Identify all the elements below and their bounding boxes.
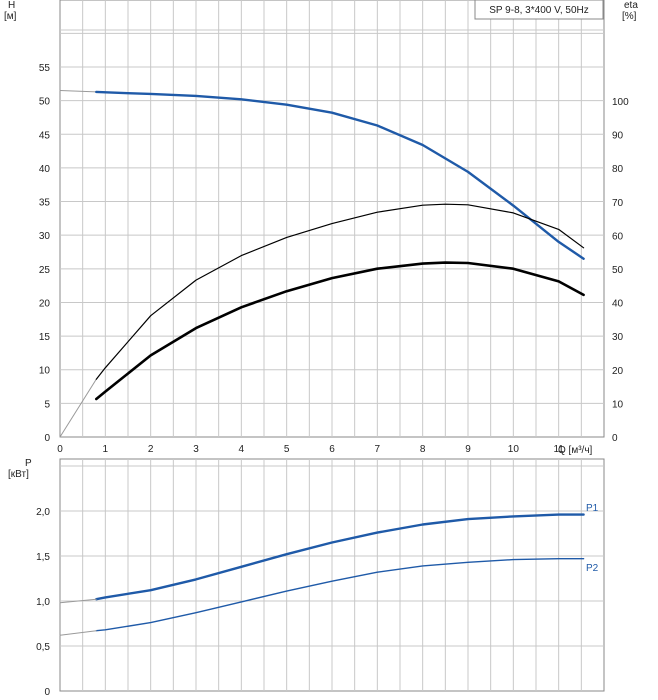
h-tick-labels: 0 5 10 15 20 25 30 35 40 45 50 55	[39, 63, 51, 444]
eta-tick-label: 100	[612, 97, 629, 108]
eta-tick-label: 20	[612, 366, 624, 377]
p1-label: P1	[586, 503, 599, 514]
h-tick-label: 20	[39, 298, 51, 309]
power-series-labels: P1 P2	[586, 503, 599, 574]
h-tick-label: 40	[39, 164, 51, 175]
head-curve-extension	[59, 90, 97, 93]
q-tick-label: 11	[553, 444, 564, 455]
h-tick-label: 25	[39, 265, 51, 276]
power-chart: P [кВт] 0 0,5 1,0 1,5 2,0 P1 P2	[8, 458, 605, 698]
h-tick-label: 35	[39, 198, 51, 209]
head-efficiency-series	[59, 90, 585, 438]
eta-tick-label: 30	[612, 332, 624, 343]
title-box: SP 9-8, 3*400 V, 50Hz	[474, 0, 604, 20]
q-tick-label: 6	[329, 444, 335, 455]
efficiency-curve-extension	[59, 378, 97, 438]
h-tick-label: 55	[39, 63, 51, 74]
eta-tick-label: 40	[612, 299, 624, 310]
q-tick-label: 3	[193, 444, 199, 455]
eta-axis-title: eta [%]	[622, 0, 641, 22]
eta-tick-label: 80	[612, 164, 624, 175]
q-tick-label: 5	[284, 444, 290, 455]
p-tick-label: 0,5	[36, 642, 50, 653]
q-tick-label: 0	[57, 444, 63, 455]
q-tick-label: 4	[239, 444, 245, 455]
q-tick-labels: 0 1 2 3 4 5 6 7 8 9 10 11	[57, 444, 564, 455]
eta-tick-label: 70	[612, 198, 624, 209]
p1-curve-extension	[59, 598, 97, 604]
p1-curve	[95, 513, 585, 601]
efficiency-curve	[95, 203, 585, 380]
power-grid	[60, 459, 604, 691]
p-tick-labels: 0 0,5 1,0 1,5 2,0	[36, 507, 50, 698]
p-axis-title: P [кВт]	[8, 458, 34, 480]
efficiency-curve-total	[95, 261, 585, 401]
p-tick-label: 2,0	[36, 507, 50, 518]
eta-tick-labels: 0 10 20 30 40 50 60 70 80 90 100	[612, 97, 629, 444]
q-tick-label: 2	[148, 444, 154, 455]
eta-tick-label: 90	[612, 131, 624, 142]
p-tick-label: 0	[44, 687, 50, 698]
q-tick-label: 10	[508, 444, 520, 455]
q-tick-label: 9	[465, 444, 471, 455]
chart-title: SP 9-8, 3*400 V, 50Hz	[489, 5, 589, 16]
h-tick-label: 50	[39, 97, 51, 108]
h-tick-label: 5	[44, 399, 50, 410]
h-tick-label: 15	[39, 332, 51, 343]
h-axis-title: H [м]	[4, 0, 18, 22]
h-tick-label: 10	[39, 366, 51, 377]
eta-tick-label: 0	[612, 433, 618, 444]
q-tick-label: 7	[375, 444, 381, 455]
p-tick-label: 1,5	[36, 552, 50, 563]
p-tick-label: 1,0	[36, 597, 50, 608]
head-grid	[60, 0, 604, 437]
eta-tick-label: 50	[612, 265, 624, 276]
p2-label: P2	[586, 563, 599, 574]
power-series	[59, 513, 585, 636]
q-tick-label: 1	[103, 444, 109, 455]
head-efficiency-chart: SP 9-8, 3*400 V, 50Hz H [м] eta [%] Q [м…	[4, 0, 641, 456]
eta-tick-label: 60	[612, 231, 624, 242]
q-tick-label: 8	[420, 444, 426, 455]
eta-tick-label: 10	[612, 399, 624, 410]
q-axis-title: Q [м³/ч]	[558, 445, 593, 456]
head-curve	[95, 90, 585, 260]
p2-curve	[95, 558, 585, 632]
p2-curve-extension	[59, 630, 97, 636]
h-tick-label: 0	[44, 433, 50, 444]
h-tick-label: 45	[39, 130, 51, 141]
h-tick-label: 30	[39, 231, 51, 242]
